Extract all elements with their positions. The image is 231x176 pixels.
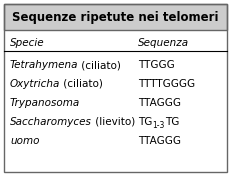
Text: TTAGGG: TTAGGG: [138, 98, 181, 108]
Text: Trypanosoma: Trypanosoma: [10, 98, 80, 108]
Text: Oxytricha: Oxytricha: [10, 79, 60, 89]
Text: Specie: Specie: [10, 38, 45, 48]
Text: (ciliato): (ciliato): [79, 60, 121, 70]
Text: uomo: uomo: [10, 136, 40, 146]
Text: (lievito): (lievito): [92, 117, 135, 127]
Text: Sequenza: Sequenza: [138, 38, 189, 48]
Text: 1-3: 1-3: [152, 121, 165, 130]
Bar: [4, 4, 227, 30]
Text: TTAGGG: TTAGGG: [138, 136, 181, 146]
Text: Sequenze ripetute nei telomeri: Sequenze ripetute nei telomeri: [12, 11, 219, 24]
Text: TG: TG: [165, 117, 179, 127]
Text: Saccharomyces: Saccharomyces: [10, 117, 92, 127]
Text: TTGGG: TTGGG: [138, 60, 175, 70]
Text: Tetrahymena: Tetrahymena: [10, 60, 79, 70]
Text: TG: TG: [138, 117, 152, 127]
Text: TTTTGGGG: TTTTGGGG: [138, 79, 195, 89]
Text: (ciliato): (ciliato): [60, 79, 103, 89]
